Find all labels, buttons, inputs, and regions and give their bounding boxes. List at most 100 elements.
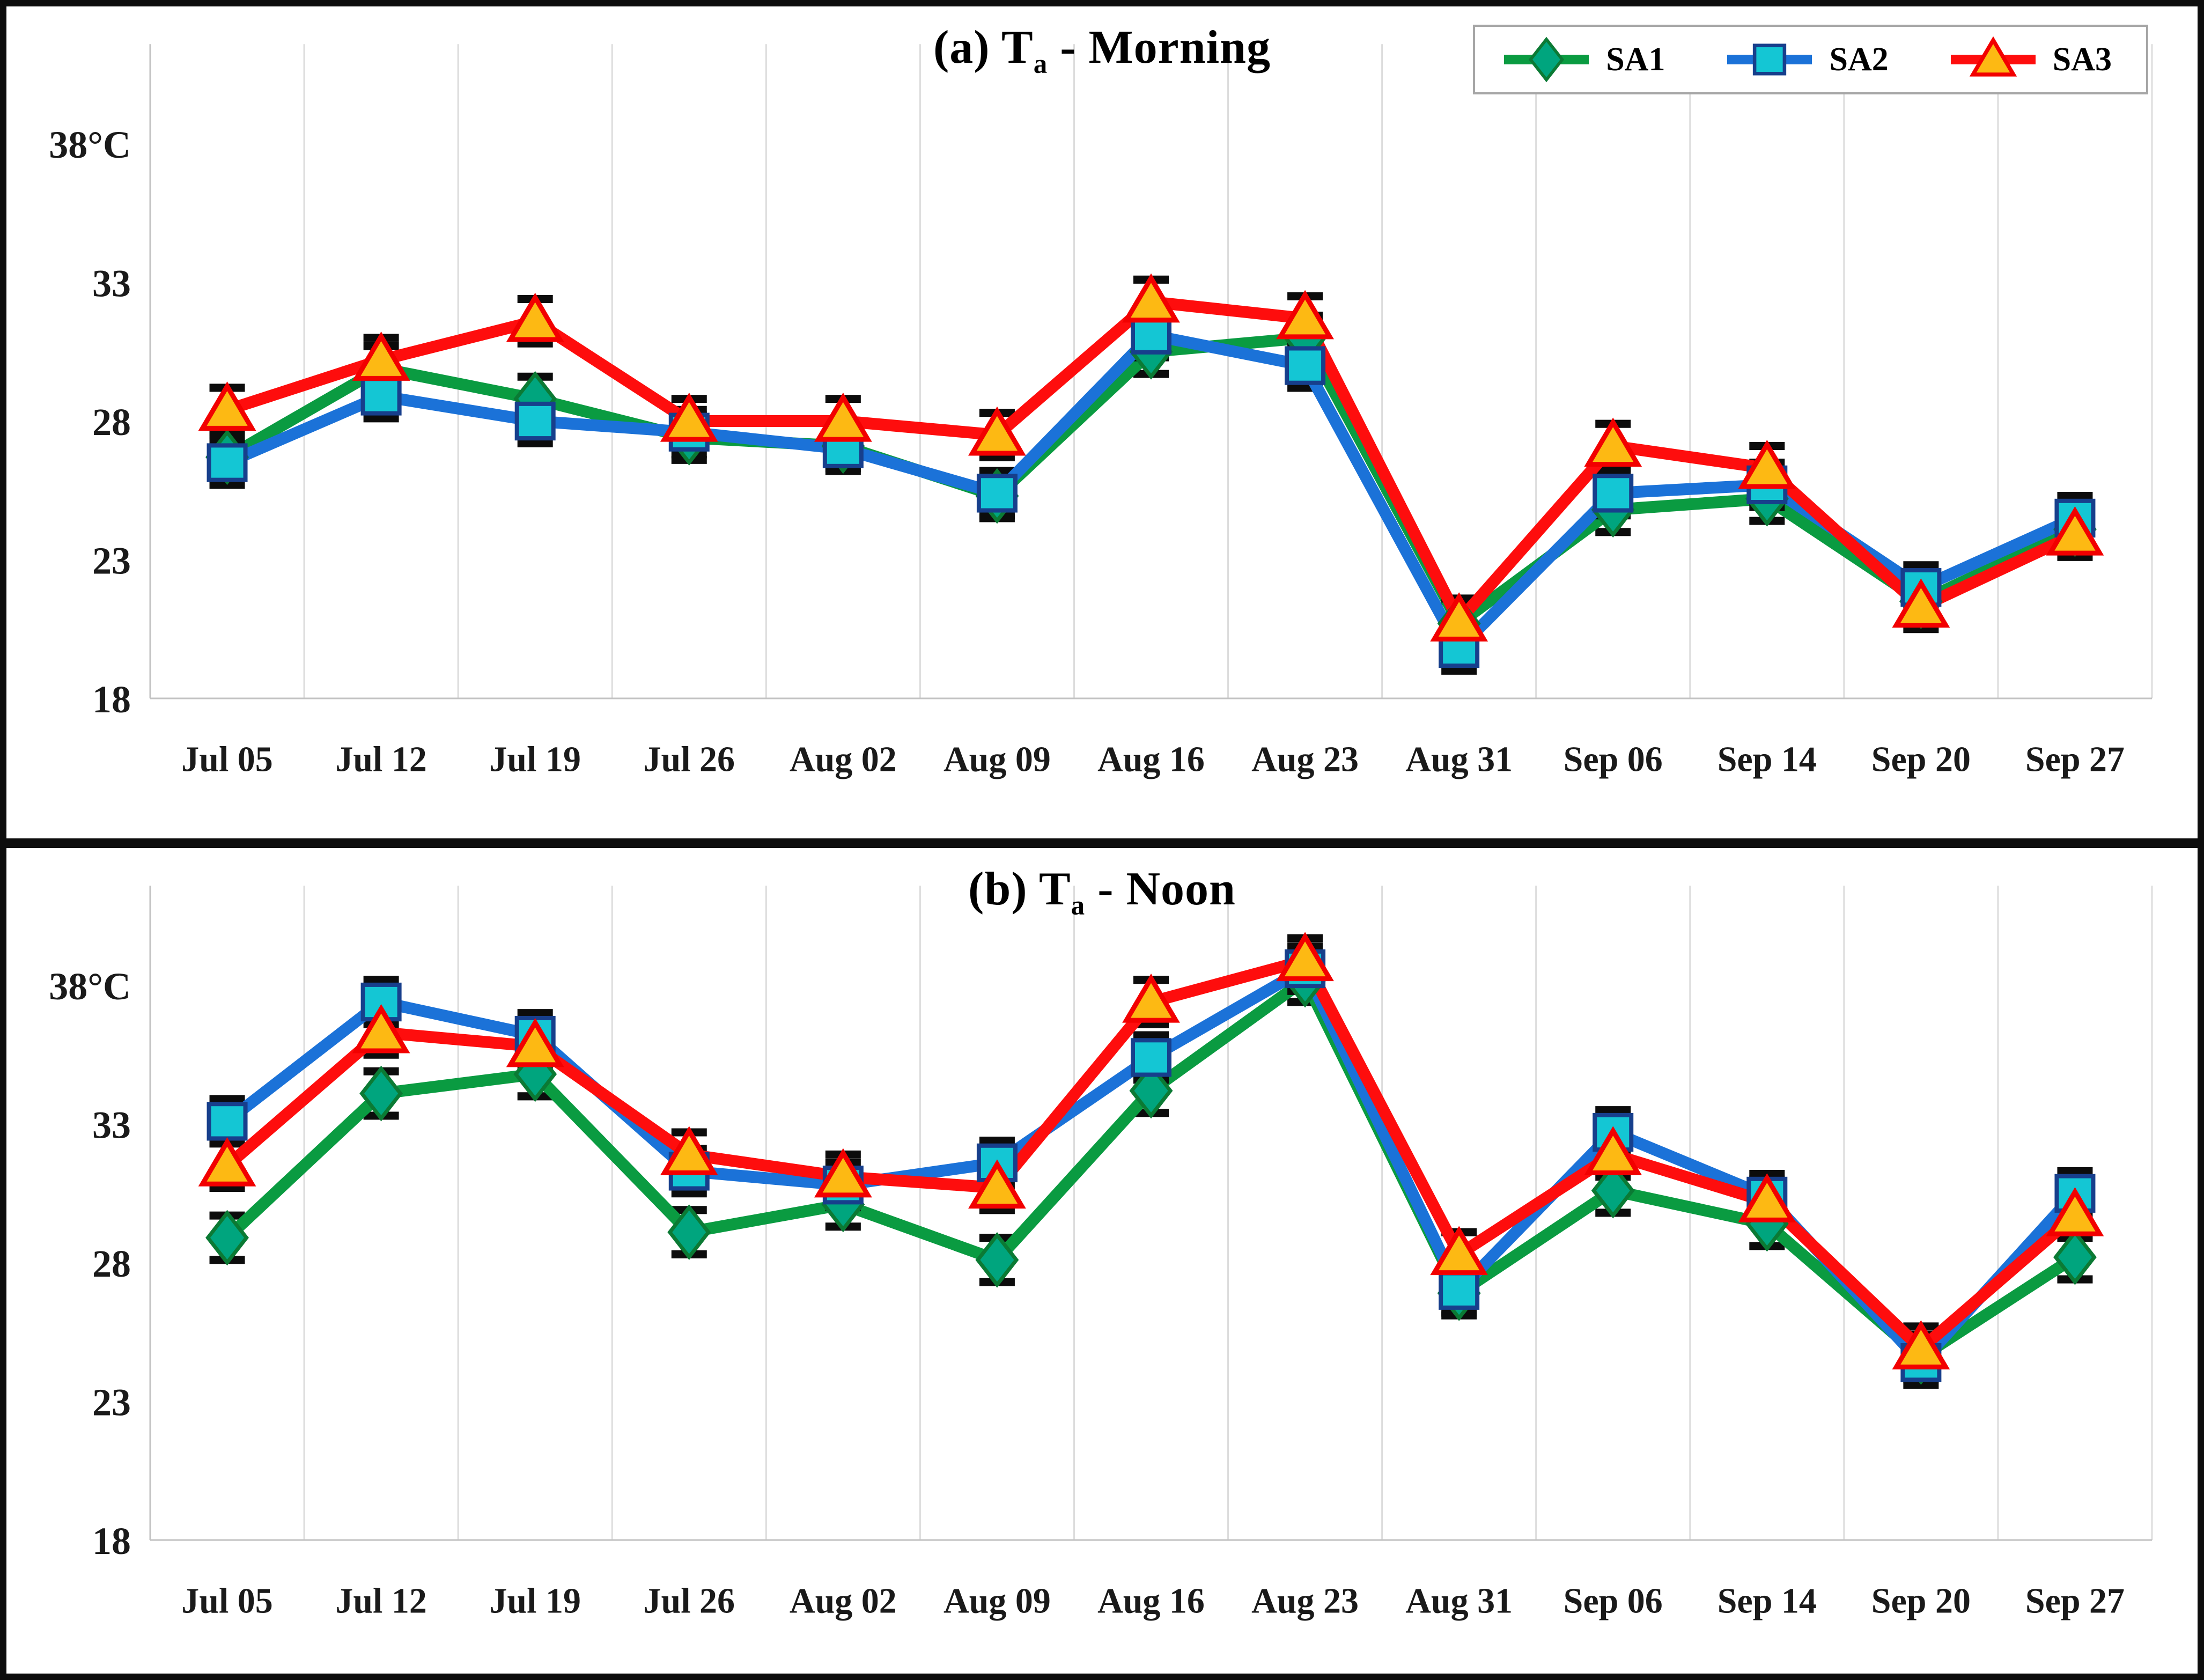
- y-tick-labels: 38°C 33 28 23 18: [49, 965, 131, 1563]
- square-marker: [360, 377, 402, 416]
- x-tick-label: Jul 05: [181, 1581, 272, 1620]
- x-tick-label: Aug 23: [1251, 740, 1359, 779]
- x-tick-label: Jul 12: [335, 1581, 426, 1620]
- panel-noon-title: (b) Ta - Noon: [6, 862, 2198, 919]
- square-marker: [1285, 346, 1326, 385]
- chart-morning: 38°C 33 28 23 18 Jul 05 Jul 12 Jul 19 Jul 26 Aug …: [49, 44, 2153, 779]
- x-tick-label: Sep 27: [2025, 1581, 2125, 1620]
- triangle-marker: [968, 1159, 1026, 1209]
- x-tick-labels: Jul 05 Jul 12 Jul 19 Jul 26 Aug 02 Aug 09 Aug …: [181, 1581, 2125, 1620]
- y-tick-labels: 38°C 33 28 23 18: [49, 123, 131, 721]
- y-tick-label: 28: [92, 401, 131, 444]
- y-tick-label: 18: [92, 1520, 131, 1563]
- square-marker: [1753, 43, 1787, 76]
- series-markers-SA3: [198, 932, 2104, 1369]
- square-marker: [207, 443, 248, 482]
- triangle-marker: [506, 292, 564, 342]
- x-tick-label: Aug 02: [790, 1581, 897, 1620]
- x-tick-label: Sep 14: [1718, 740, 1817, 779]
- x-tick-label: Aug 16: [1097, 740, 1205, 779]
- triangle-marker: [660, 1126, 718, 1176]
- legend-label: SA1: [1606, 41, 1665, 78]
- triangle-marker: [660, 392, 718, 442]
- x-tick-label: Sep 14: [1718, 1581, 1817, 1620]
- x-tick-label: Aug 16: [1097, 1581, 1205, 1620]
- x-tick-label: Sep 20: [1871, 740, 1971, 779]
- square-legend-icon: [1727, 43, 1812, 76]
- x-tick-label: Jul 19: [489, 740, 580, 779]
- title-subscript: a: [1071, 890, 1086, 921]
- triangle-marker: [1122, 273, 1180, 323]
- title-prefix: (a) T: [933, 21, 1034, 73]
- square-marker: [1131, 315, 1171, 355]
- x-tick-label: Aug 09: [943, 740, 1051, 779]
- legend-item-sa3: SA3: [1948, 36, 2112, 83]
- x-tick-label: Aug 23: [1251, 1581, 1359, 1620]
- triangle-marker: [198, 381, 256, 431]
- gridlines: [303, 44, 2153, 698]
- title-prefix: (b) T: [968, 863, 1071, 915]
- chart-noon: 38°C 33 28 23 18 Jul 05 Jul 12 Jul 19 Jul 26 Aug …: [49, 886, 2153, 1621]
- series-markers-SA1: [205, 310, 2097, 652]
- diamond-marker: [205, 1210, 249, 1266]
- diamond-legend-icon: [1504, 36, 1589, 83]
- series-markers-SA3: [198, 273, 2104, 642]
- triangle-marker: [814, 1148, 872, 1198]
- triangle-marker: [1738, 439, 1796, 489]
- x-tick-label: Jul 26: [644, 1581, 735, 1620]
- x-tick-label: Jul 05: [181, 740, 272, 779]
- legend-item-sa1: SA1: [1501, 36, 1665, 83]
- y-tick-label: 23: [92, 539, 131, 582]
- title-rest: - Noon: [1085, 863, 1236, 915]
- x-tick-label: Aug 02: [790, 740, 897, 779]
- x-tick-label: Jul 26: [644, 740, 735, 779]
- triangle-marker: [1276, 932, 1334, 982]
- x-tick-label: Jul 12: [335, 740, 426, 779]
- x-tick-label: Aug 09: [943, 1581, 1051, 1620]
- triangle-marker: [1892, 1320, 1950, 1369]
- square-marker: [1593, 474, 1634, 513]
- triangle-marker: [198, 1137, 256, 1187]
- y-tick-label: 23: [92, 1381, 131, 1424]
- diamond-marker: [1591, 1162, 1635, 1219]
- diamond-marker: [667, 1204, 711, 1261]
- diamond-marker: [2053, 1229, 2097, 1285]
- x-tick-label: Sep 20: [1871, 1581, 1971, 1620]
- square-marker: [976, 474, 1018, 513]
- title-subscript: a: [1033, 49, 1048, 79]
- panel-morning-title: (a) Ta - Morning: [6, 20, 2198, 78]
- triangle-marker: [1969, 36, 2017, 77]
- square-marker: [1131, 1038, 1171, 1077]
- triangle-marker: [814, 392, 872, 442]
- triangle-marker: [968, 406, 1026, 456]
- triangle-marker: [1430, 592, 1488, 642]
- triangle-marker: [1122, 973, 1180, 1023]
- x-tick-labels: Jul 05 Jul 12 Jul 19 Jul 26 Aug 02 Aug 09 Aug …: [181, 740, 2125, 779]
- y-tick-label: 28: [92, 1242, 131, 1285]
- triangle-marker: [1738, 1173, 1796, 1222]
- series-line-SA1: [221, 331, 2081, 630]
- y-tick-label: 38°C: [49, 965, 131, 1008]
- legend: SA1 SA2 SA3: [1473, 25, 2148, 94]
- diamond-marker: [359, 1065, 403, 1122]
- triangle-marker: [2046, 506, 2104, 556]
- x-tick-label: Aug 31: [1405, 1581, 1513, 1620]
- triangle-marker: [1892, 578, 1950, 628]
- x-tick-label: Sep 06: [1564, 740, 1663, 779]
- triangle-marker: [1584, 1126, 1642, 1176]
- title-rest: - Morning: [1048, 21, 1271, 73]
- diamond-marker: [1529, 36, 1565, 83]
- legend-label: SA3: [2052, 41, 2112, 78]
- panel-noon: (b) Ta - Noon 38°C 33 28 23 18 Jul 05 Jul 12 Ju…: [6, 843, 2198, 1669]
- diamond-marker: [975, 1232, 1019, 1288]
- square-marker: [514, 401, 556, 441]
- triangle-marker: [506, 1018, 564, 1067]
- x-tick-label: Sep 27: [2025, 740, 2125, 779]
- triangle-marker: [352, 1004, 410, 1053]
- triangle-legend-icon: [1950, 36, 2036, 77]
- panel-morning: (a) Ta - Morning SA1 SA2 SA3 38°C 33 28 23 18 J…: [6, 6, 2198, 843]
- triangle-marker: [2046, 1187, 2104, 1236]
- square-marker: [207, 1102, 248, 1141]
- x-tick-label: Aug 31: [1405, 740, 1513, 779]
